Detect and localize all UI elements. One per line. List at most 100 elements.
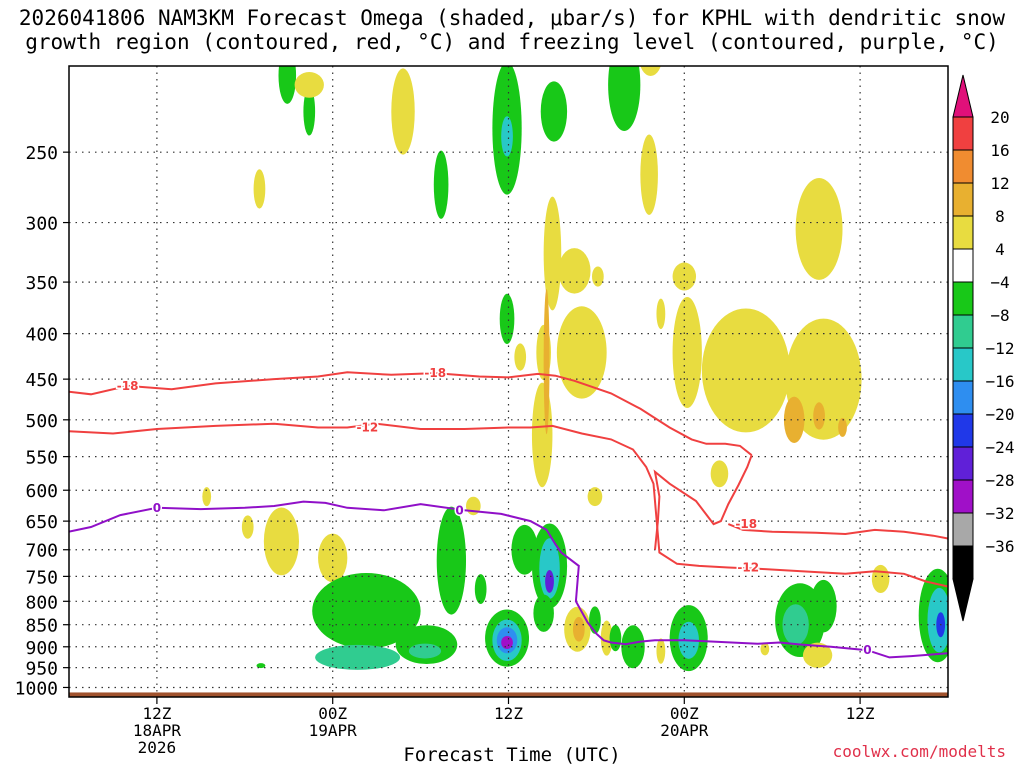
omega-region-9 [514, 343, 527, 371]
dgz-contour-3 [69, 422, 948, 588]
omega-region-62 [760, 642, 770, 656]
omega-region-58 [621, 625, 645, 669]
contour-label-5: 0 [153, 501, 161, 515]
colorbar-label-8: −16 [986, 372, 1015, 391]
omega-region-28 [783, 396, 805, 444]
omega-region-55 [589, 606, 601, 634]
x-axis-title: Forecast Time (UTC) [403, 744, 621, 766]
x-tick-label-2-0: 12Z [494, 704, 523, 723]
omega-region-64 [782, 604, 809, 646]
colorbar-seg-10 [952, 446, 974, 481]
credit-text: coolwx.com/modelts [832, 742, 1006, 761]
omega-region-37 [202, 487, 212, 507]
y-tick-label-350: 350 [25, 273, 58, 294]
colorbar-seg-11 [952, 479, 974, 514]
colorbar-seg-4 [952, 248, 974, 283]
contour-label-0: -18 [117, 379, 139, 393]
omega-region-5 [433, 150, 449, 219]
colorbar-seg-9 [952, 413, 974, 448]
grid-lines [69, 66, 948, 697]
colorbar-seg-3 [952, 215, 974, 250]
ground-fill [69, 692, 948, 697]
omega-region-42 [436, 506, 467, 615]
colorbar-label-13: −36 [986, 537, 1015, 556]
omega-region-29 [813, 402, 825, 430]
omega-region-57 [609, 624, 622, 652]
ground-strip [69, 692, 948, 697]
omega-region-41 [408, 643, 442, 659]
omega-region-65 [810, 579, 837, 633]
colorbar-label-7: −12 [986, 339, 1015, 358]
colorbar-seg-12 [952, 512, 974, 547]
colorbar-arrow-top [952, 74, 974, 118]
omega-region-34 [318, 533, 348, 583]
omega-region-39 [315, 644, 401, 670]
omega-region-25 [701, 308, 790, 433]
omega-region-43 [474, 574, 487, 604]
y-tick-label-650: 650 [25, 512, 58, 533]
colorbar-label-6: −8 [990, 306, 1009, 325]
omega-shading [202, 66, 948, 672]
x-tick-label-3-0: 00Z [670, 704, 699, 723]
omega-region-22 [672, 296, 702, 409]
colorbar-label-1: 16 [990, 141, 1009, 160]
omega-region-26 [795, 178, 843, 280]
y-tick-label-450: 450 [25, 370, 58, 391]
omega-region-32 [587, 487, 603, 507]
colorbar-seg-1 [952, 149, 974, 184]
dgz-contour-1 [653, 454, 753, 550]
omega-region-15 [558, 248, 591, 294]
colorbar-seg-6 [952, 314, 974, 349]
colorbar-label-11: −28 [986, 471, 1015, 490]
colorbar-label-0: 20 [990, 108, 1009, 127]
x-tick-label-1-1: 19APR [309, 721, 358, 740]
contour-lines: -18 -18 -18 -12 -12 0 0 0 [69, 365, 948, 659]
y-tick-label-300: 300 [25, 214, 58, 235]
colorbar-label-3: 8 [995, 207, 1005, 226]
omega-region-19 [640, 134, 658, 215]
colorbar-label-5: −4 [990, 273, 1009, 292]
y-axis: 2503003504004505005506006507007508008509… [15, 143, 69, 699]
x-tick-label-1-0: 00Z [318, 704, 347, 723]
dgz-contour-0 [69, 371, 753, 456]
omega-region-47 [501, 635, 513, 649]
colorbar-seg-0 [952, 116, 974, 151]
omega-region-0 [278, 66, 297, 104]
omega-region-38 [312, 573, 421, 649]
omega-region-20 [640, 66, 661, 77]
x-tick-label-3-1: 20APR [660, 721, 709, 740]
y-tick-label-700: 700 [25, 541, 58, 562]
colorbar-seg-7 [952, 347, 974, 382]
contour-label-3: -12 [357, 420, 379, 434]
omega-region-35 [263, 507, 300, 576]
omega-region-4 [391, 68, 415, 155]
colorbar-seg-2 [952, 182, 974, 217]
y-tick-label-250: 250 [25, 143, 58, 164]
omega-region-3 [253, 169, 266, 209]
omega-region-52 [533, 594, 554, 632]
omega-region-23 [656, 298, 666, 330]
omega-region-1 [303, 87, 316, 136]
omega-region-59 [656, 638, 666, 664]
y-tick-label-400: 400 [25, 325, 58, 346]
y-tick-label-600: 600 [25, 481, 58, 502]
omega-region-36 [241, 515, 254, 539]
contour-label-6: 0 [455, 503, 463, 517]
chart-title-line2: growth region (contoured, red, °C) and f… [25, 30, 999, 54]
omega-region-8 [499, 293, 515, 345]
x-tick-label-4-0: 12Z [846, 704, 875, 723]
y-tick-label-900: 900 [25, 638, 58, 659]
contour-label-4: -12 [737, 561, 759, 575]
dgz-contour-2 [727, 523, 948, 540]
x-tick-label-0-2: 2026 [138, 738, 177, 757]
omega-region-16 [556, 306, 607, 399]
omega-region-30 [838, 417, 847, 437]
omega-region-50 [539, 538, 560, 599]
colorbar-seg-13 [952, 545, 974, 580]
y-tick-label-800: 800 [25, 592, 58, 613]
colorbar-seg-5 [952, 281, 974, 316]
colorbar-label-12: −32 [986, 504, 1015, 523]
omega-region-10 [540, 81, 568, 142]
